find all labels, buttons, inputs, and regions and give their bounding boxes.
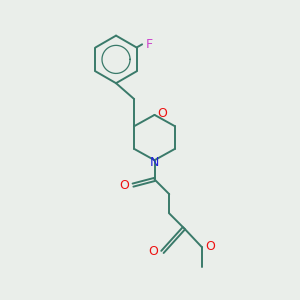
- Text: F: F: [146, 38, 153, 51]
- Text: O: O: [205, 240, 215, 253]
- Text: O: O: [148, 245, 158, 258]
- Text: O: O: [157, 106, 167, 120]
- Text: O: O: [119, 178, 129, 192]
- Text: N: N: [149, 156, 159, 170]
